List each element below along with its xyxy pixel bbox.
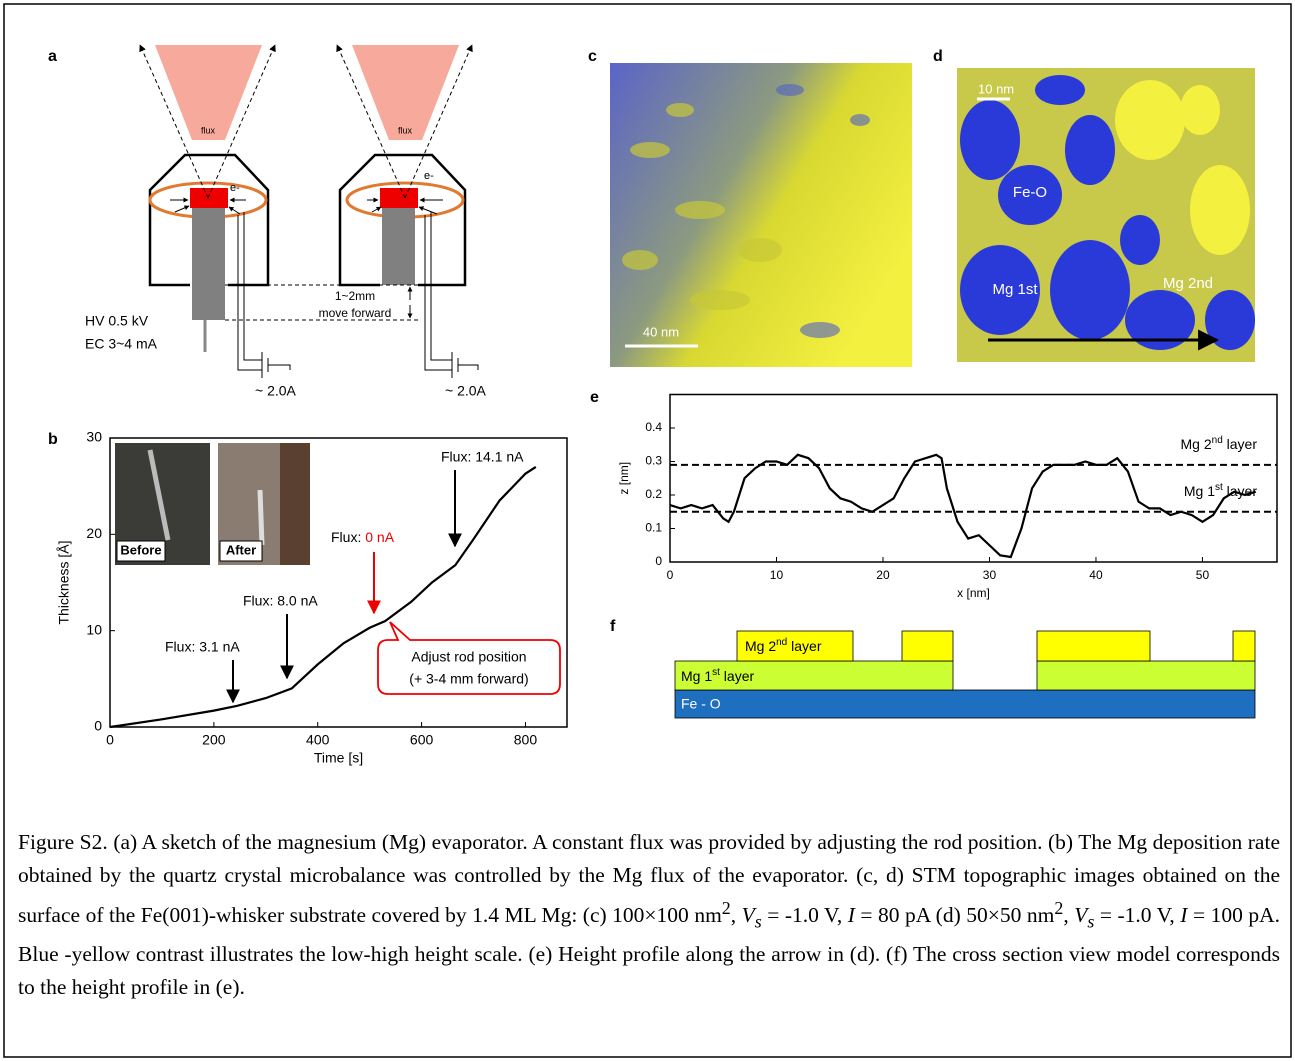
annotation-part: 0 nA (365, 529, 394, 545)
x-tick-label: 30 (983, 568, 997, 582)
y-tick-label: 0 (94, 718, 102, 734)
caption-text: V (1074, 903, 1087, 927)
flux-label: flux (201, 125, 216, 135)
photo-label: Before (120, 542, 161, 557)
y-tick-label: 0.1 (645, 521, 662, 535)
annotation: Flux: 14.1 nA (441, 449, 524, 465)
caption-text: 2 (722, 898, 731, 918)
x-axis-label: Time [s] (314, 750, 363, 766)
stm-image-d (957, 68, 1255, 362)
model-label: Fe - O (681, 696, 721, 712)
x-tick-label: 40 (1089, 568, 1103, 582)
label-part: nd (776, 637, 787, 648)
photo-label: After (226, 542, 256, 557)
region-label: Fe-O (1013, 184, 1047, 201)
label-part: Mg 1 (681, 668, 712, 684)
photo-shade (280, 443, 310, 565)
region-label: Mg 1st (992, 281, 1038, 298)
caption-text: = 80 pA (d) 50×50 nm (855, 903, 1054, 927)
scale-label: 10 nm (978, 81, 1014, 96)
y-tick-label: 0.3 (645, 454, 662, 468)
panel-label: f (610, 618, 616, 635)
move-label: move forward (319, 306, 392, 320)
x-tick-label: 0 (667, 568, 674, 582)
caption-text: V (742, 903, 755, 927)
reference-label: Mg 2nd layer (1181, 434, 1258, 451)
caption-text: I (848, 903, 855, 927)
evaporator-sketch (140, 45, 478, 378)
y-tick-label: 20 (86, 525, 102, 541)
label-part: layer (1223, 436, 1258, 452)
hv-label: HV 0.5 kV (85, 313, 149, 329)
scale-label: 40 nm (643, 324, 679, 339)
panel-label: e (590, 389, 599, 406)
annotation: Flux: 3.1 nA (165, 639, 240, 655)
annotation-part: Flux: (331, 529, 365, 545)
caption-text: s (755, 911, 762, 931)
panel-label: c (588, 48, 597, 65)
move-label: 1~2mm (335, 289, 375, 303)
label-part: Mg 1 (1184, 482, 1215, 498)
x-tick-label: 400 (306, 732, 330, 748)
y-tick-label: 0 (655, 554, 662, 568)
label-part: nd (1212, 434, 1223, 445)
annotation: Flux: 8.0 nA (243, 593, 318, 609)
y-tick-label: 0.2 (645, 487, 662, 501)
x-tick-label: 20 (876, 568, 890, 582)
x-tick-label: 800 (514, 732, 538, 748)
x-tick-label: 10 (770, 568, 784, 582)
x-tick-label: 200 (202, 732, 226, 748)
y-axis-label: z [nm] (617, 462, 631, 495)
region-label: Mg 2nd (1163, 275, 1213, 292)
ec-label: EC 3~4 mA (85, 336, 158, 352)
label-part: Mg 2 (1181, 436, 1212, 452)
label-part: Mg 2 (745, 638, 776, 654)
stm-image-c (610, 63, 912, 367)
reference-label: Mg 1st layer (1184, 481, 1257, 498)
y-tick-label: 10 (86, 621, 102, 637)
caption-text: = -1.0 V, (1094, 903, 1180, 927)
caption-text: = -1.0 V, (762, 903, 848, 927)
label-part: layer (720, 668, 755, 684)
x-tick-label: 0 (106, 732, 114, 748)
x-axis-label: x [nm] (957, 586, 990, 600)
x-tick-label: 50 (1196, 568, 1210, 582)
panel-label: d (933, 48, 943, 65)
annotation: Flux: 0 nA (331, 529, 395, 545)
x-tick-label: 600 (410, 732, 434, 748)
evaporator-left (140, 45, 290, 378)
current-label: ~ 2.0A (445, 383, 487, 399)
caption-text: , (731, 903, 742, 927)
flux-label: flux (398, 125, 413, 135)
caption-text: 2 (1054, 898, 1063, 918)
y-axis-label: Thickness [Å] (56, 540, 72, 624)
electron-label: e- (424, 170, 434, 182)
photo-rod (260, 490, 262, 545)
caption: Figure S2. (a) A sketch of the magnesium… (18, 826, 1280, 1004)
electron-label: e- (230, 182, 240, 194)
panel-label: a (48, 48, 57, 65)
panel-label: b (48, 431, 58, 448)
evaporator-right (337, 45, 478, 378)
data-line (670, 455, 1256, 557)
callout-text: (+ 3-4 mm forward) (409, 671, 528, 687)
y-tick-label: 0.4 (645, 420, 662, 434)
label-part: layer (787, 638, 822, 654)
caption-text: , (1063, 903, 1074, 927)
callout-text: Adjust rod position (411, 649, 526, 665)
y-tick-label: 30 (86, 429, 102, 445)
page: a b c d e f flux flux e- e- HV 0.5 kV EC… (0, 0, 1295, 1061)
current-label: ~ 2.0A (255, 383, 297, 399)
